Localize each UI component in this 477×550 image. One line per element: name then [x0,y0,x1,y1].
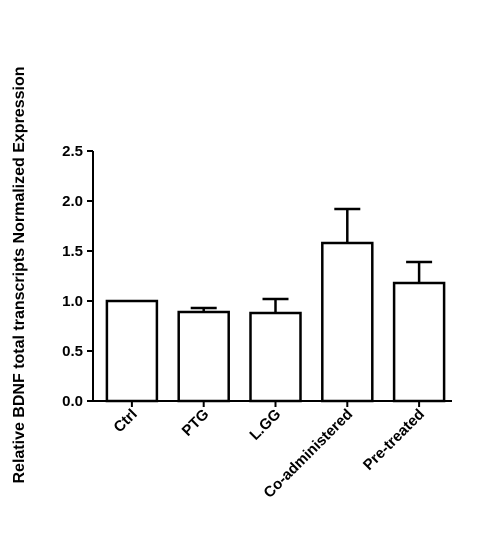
x-tick-label: L.GG [246,406,284,444]
y-tick-label: 1.5 [62,243,83,260]
bar [249,311,302,403]
x-tick-label: PTG [179,406,213,440]
bar [177,310,230,403]
x-tick-label: Ctrl [110,406,140,436]
bars [105,207,446,403]
bar [105,299,159,403]
y-axis: 0.0 0.5 1.0 1.5 2.0 2.5 [62,143,94,410]
y-axis-title: Relative BDNF total transcripts Normaliz… [11,67,28,484]
x-tick-label: Pre-treated [360,406,428,474]
bar [392,281,446,403]
bar [321,241,374,403]
y-tick-label: 2.5 [62,143,83,160]
y-tick-label: 1.0 [62,293,83,310]
y-tick-label: 0.5 [62,343,83,360]
y-tick-label: 2.0 [62,193,83,210]
y-tick-label: 0.0 [62,393,83,410]
